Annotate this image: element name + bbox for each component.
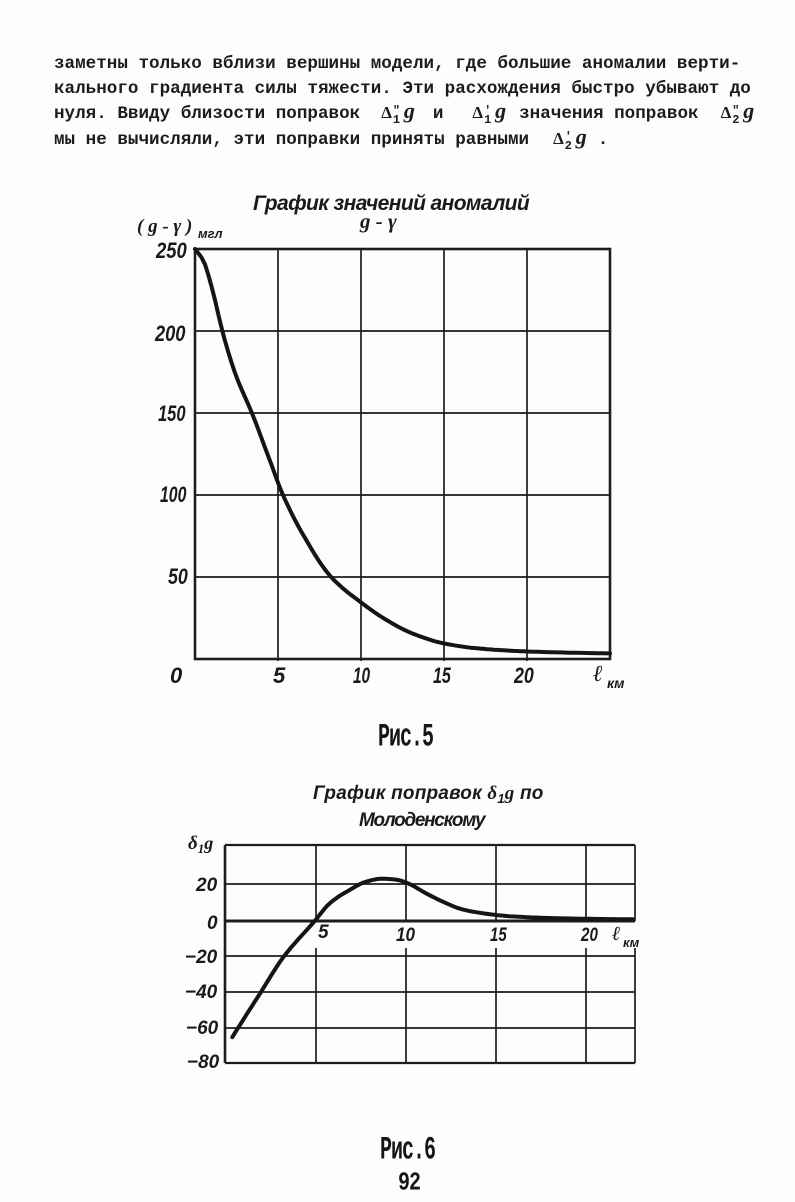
- svg-text:150: 150: [158, 402, 186, 427]
- svg-text:−60: −60: [186, 1018, 219, 1039]
- svg-text:250: 250: [155, 240, 187, 264]
- svg-text:График поправок δ1g по: График поправок δ1g по: [313, 783, 544, 806]
- svg-text:5: 5: [318, 922, 329, 943]
- svg-text:ℓ: ℓ: [612, 923, 621, 945]
- svg-text:15: 15: [490, 924, 507, 945]
- svg-text:5: 5: [273, 663, 286, 688]
- svg-text:20: 20: [580, 923, 598, 945]
- svg-text:50: 50: [168, 565, 188, 589]
- svg-text:Молоденскому: Молоденскому: [359, 810, 487, 831]
- svg-text:15: 15: [433, 665, 451, 689]
- svg-text:−80: −80: [187, 1052, 220, 1073]
- svg-text:мгл: мгл: [198, 226, 223, 241]
- svg-text:20: 20: [195, 875, 218, 896]
- svg-text:20: 20: [513, 664, 534, 688]
- svg-text:−40: −40: [185, 982, 218, 1003]
- svg-text:0: 0: [170, 663, 183, 688]
- svg-text:График значений аномалий: График значений аномалий: [253, 192, 530, 215]
- svg-text:10: 10: [396, 924, 415, 945]
- svg-text:δ1g: δ1g: [188, 833, 213, 856]
- svg-text:−20: −20: [185, 947, 218, 968]
- svg-text:0: 0: [207, 913, 218, 934]
- svg-text:км: км: [607, 675, 625, 691]
- svg-text:км: км: [623, 935, 640, 950]
- svg-text:g - γ: g - γ: [359, 209, 397, 233]
- svg-text:( g - γ ): ( g - γ ): [137, 216, 192, 237]
- svg-text:ℓ: ℓ: [593, 661, 603, 686]
- svg-text:100: 100: [160, 484, 187, 508]
- svg-text:10: 10: [353, 664, 370, 688]
- svg-text:200: 200: [154, 323, 186, 347]
